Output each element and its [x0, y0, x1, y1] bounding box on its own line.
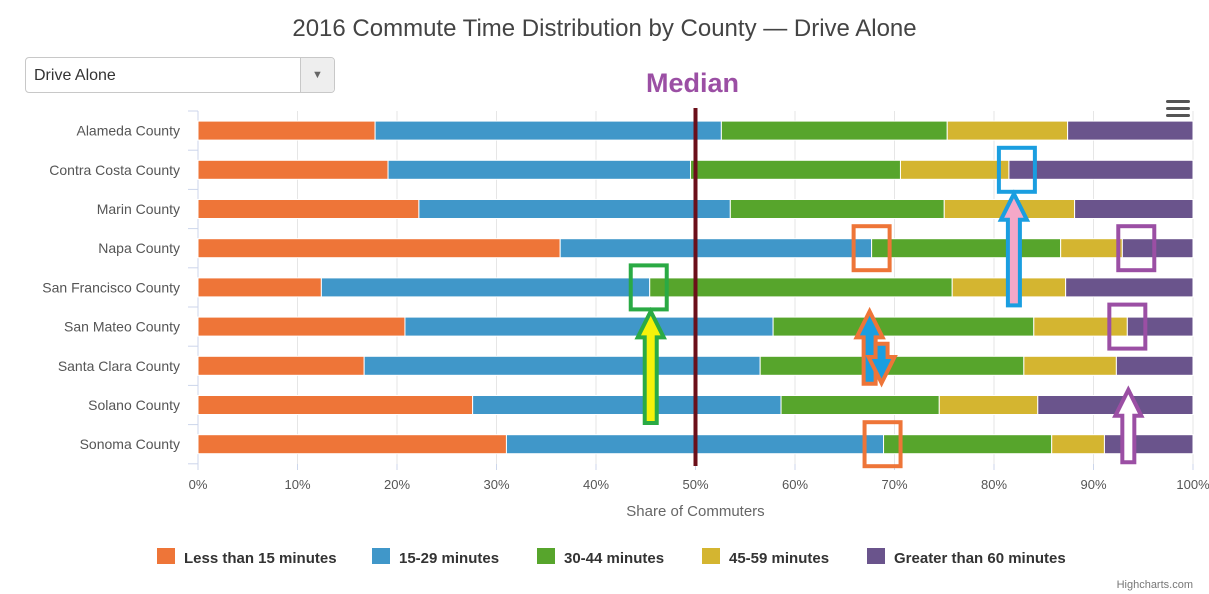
commute-mode-select-value: Drive Alone: [34, 67, 116, 84]
bar-contra-costa-county-0: [197, 159, 389, 180]
legend-swatch-2: [537, 548, 555, 564]
legend-item-15-29-minutes[interactable]: 15-29 minutes: [372, 548, 499, 567]
x-tick-label-2: 20%: [384, 477, 410, 492]
legend-label-2: 30-44 minutes: [564, 550, 664, 567]
category-label-santa-clara-county: Santa Clara County: [58, 358, 180, 374]
category-label-alameda-county: Alameda County: [76, 123, 180, 139]
bar-sonoma-county-2: [883, 434, 1053, 455]
bar-marin-county-4: [1074, 199, 1194, 219]
chevron-down-icon[interactable]: ▼: [300, 58, 334, 92]
legend-swatch-4: [867, 548, 885, 564]
bar-contra-costa-county-4: [1008, 159, 1194, 180]
x-tick-label-1: 10%: [284, 477, 310, 492]
x-tick-label-5: 50%: [682, 477, 708, 492]
x-tick-label-9: 90%: [1080, 477, 1106, 492]
bar-santa-clara-county-0: [197, 355, 365, 376]
legend-item-30-44-minutes[interactable]: 30-44 minutes: [537, 548, 664, 567]
bar-santa-clara-county-3: [1023, 355, 1117, 376]
box-contra-costa-45-59: [996, 145, 1037, 194]
bar-san-francisco-county-4: [1065, 277, 1194, 298]
bar-napa-county-0: [197, 238, 561, 259]
x-tick-label-0: 0%: [189, 477, 208, 492]
category-label-sonoma-county: Sonoma County: [80, 436, 180, 452]
x-axis-title: Share of Commuters: [626, 503, 764, 520]
legend-item-less-than-15-minutes[interactable]: Less than 15 minutes: [157, 548, 337, 567]
category-label-san-mateo-county: San Mateo County: [64, 319, 180, 335]
arrow-up-white: [1112, 385, 1145, 465]
category-label-solano-county: Solano County: [88, 397, 180, 413]
box-sonoma-15-29: [862, 420, 903, 469]
bar-solano-county-0: [197, 395, 474, 415]
median-label: Median: [646, 68, 739, 98]
hamburger-icon[interactable]: [1166, 100, 1190, 118]
chart-title: 2016 Commute Time Distribution by County…: [292, 15, 917, 42]
arrow-up-pink: [997, 189, 1031, 308]
commute-mode-select[interactable]: Drive Alone ▼: [25, 57, 335, 93]
box-sf-15-29: [628, 263, 669, 312]
x-tick-label-8: 80%: [981, 477, 1007, 492]
bar-san-francisco-county-0: [197, 277, 322, 298]
box-napa-45-59: [1116, 224, 1157, 273]
bar-alameda-county-1: [374, 120, 722, 141]
arrow-up-yellow: [634, 306, 667, 425]
bar-santa-clara-county-4: [1115, 355, 1194, 376]
category-label-contra-costa-county: Contra Costa County: [49, 162, 180, 178]
arrow-up-blue: [853, 306, 886, 386]
bar-alameda-county-4: [1067, 120, 1194, 141]
x-tick-label-7: 70%: [881, 477, 907, 492]
bar-marin-county-2: [729, 199, 945, 219]
bar-solano-county-3: [938, 395, 1039, 415]
legend-label-4: Greater than 60 minutes: [894, 550, 1066, 567]
bar-sonoma-county-3: [1051, 434, 1105, 455]
bar-alameda-county-3: [946, 120, 1069, 141]
bar-san-mateo-county-3: [1033, 316, 1128, 337]
bar-marin-county-1: [418, 199, 731, 219]
x-tick-label-6: 60%: [782, 477, 808, 492]
bar-santa-clara-county-1: [363, 355, 761, 376]
category-label-marin-county: Marin County: [97, 201, 180, 217]
box-napa-15-29: [851, 224, 892, 273]
legend-swatch-1: [372, 548, 390, 564]
bar-alameda-county-0: [197, 120, 376, 141]
bar-contra-costa-county-3: [899, 159, 1010, 180]
bar-san-mateo-county-4: [1126, 316, 1194, 337]
bar-san-mateo-county-0: [197, 316, 406, 337]
x-tick-label-10: 100%: [1176, 477, 1209, 492]
bar-napa-county-3: [1060, 238, 1123, 259]
bar-napa-county-4: [1121, 238, 1194, 259]
category-label-san-francisco-county: San Francisco County: [42, 279, 180, 295]
box-san-mateo-45-59: [1107, 302, 1148, 351]
bar-san-francisco-county-1: [320, 277, 651, 298]
bar-san-mateo-county-2: [772, 316, 1035, 337]
bar-napa-county-2: [871, 238, 1062, 259]
bar-napa-county-1: [559, 238, 873, 259]
legend-item-45-59-minutes[interactable]: 45-59 minutes: [702, 548, 829, 567]
bar-contra-costa-county-2: [690, 159, 901, 180]
legend-label-0: Less than 15 minutes: [184, 550, 337, 567]
bar-solano-county-2: [780, 395, 940, 415]
legend-swatch-3: [702, 548, 720, 564]
legend-item-greater-than-60-minutes[interactable]: Greater than 60 minutes: [867, 548, 1066, 567]
arrow-down-blue: [865, 341, 898, 388]
bar-san-mateo-county-1: [404, 316, 774, 337]
legend-label-1: 15-29 minutes: [399, 550, 499, 567]
highcharts-credits[interactable]: Highcharts.com: [1116, 579, 1193, 591]
bar-alameda-county-2: [720, 120, 948, 141]
bar-marin-county-0: [197, 199, 420, 219]
legend-swatch-0: [157, 548, 175, 564]
bar-contra-costa-county-1: [387, 159, 692, 180]
x-tick-label-4: 40%: [583, 477, 609, 492]
bar-solano-county-1: [472, 395, 782, 415]
bar-sonoma-county-4: [1103, 434, 1194, 455]
legend-label-3: 45-59 minutes: [729, 550, 829, 567]
category-label-napa-county: Napa County: [98, 240, 180, 256]
x-tick-label-3: 30%: [483, 477, 509, 492]
bar-sonoma-county-0: [197, 434, 507, 455]
